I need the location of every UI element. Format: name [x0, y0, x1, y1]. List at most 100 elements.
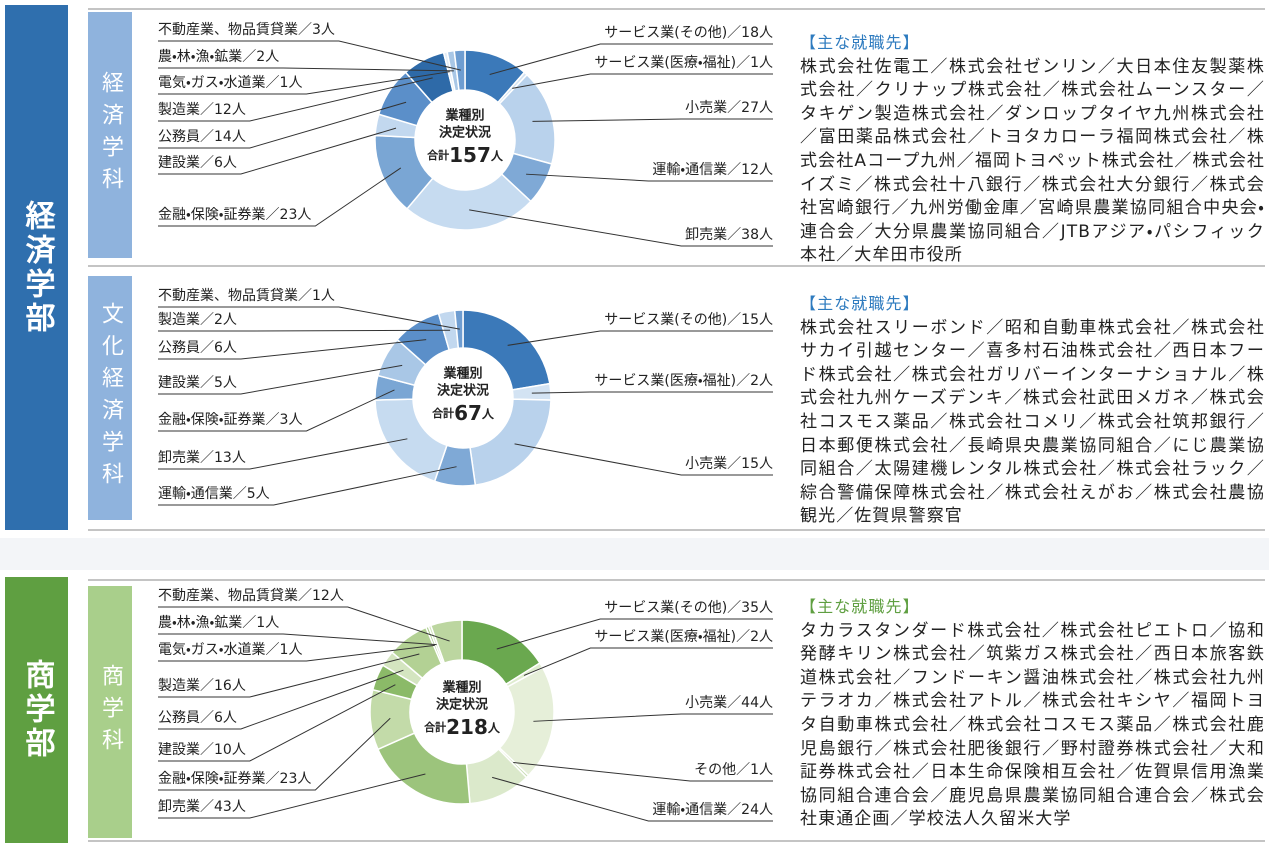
total-unit: 人	[487, 721, 501, 735]
segment-label: 金融・保険・証券業／23人	[158, 771, 311, 787]
center-total: 合計157人	[426, 143, 504, 167]
leader-line	[158, 717, 391, 791]
segment-label: サービス業(医療・福祉)／2人	[594, 372, 773, 389]
segment-value-label: ／24人	[727, 802, 773, 818]
segment-value-label: ／1人	[736, 762, 773, 778]
segment-name: 不動産業、物品賃貸業	[158, 288, 298, 304]
employers: 【主な就職先】 タカラスタンダード株式会社／株式会社ピエトロ／協和発酵キリン株式…	[800, 595, 1265, 832]
segment-name: 農・林・漁・鉱業	[158, 615, 242, 631]
segment-value-label: ／12人	[298, 588, 344, 604]
segment-value-label: ／14人	[200, 129, 246, 145]
leader-line	[158, 71, 450, 95]
segment-name: 製造業	[158, 102, 200, 118]
segment-label: 農・林・漁・鉱業／2人	[158, 49, 279, 65]
leader-line	[158, 101, 407, 149]
segment-name: 製造業	[158, 678, 200, 694]
segment-value-label: ／44人	[727, 695, 773, 711]
leader-line	[158, 77, 433, 122]
leader-line	[492, 776, 773, 822]
segment-label: 小売業／44人	[685, 695, 773, 711]
segment-value-label: ／16人	[200, 678, 246, 694]
segment-label: サービス業(その他)／35人	[604, 600, 773, 616]
employers-heading: 【主な就職先】	[800, 33, 920, 52]
total-unit: 人	[490, 149, 504, 163]
segment-value-label: ／2人	[736, 373, 773, 389]
segment-label: その他／1人	[694, 762, 773, 778]
segment-name: 金融・保険・証券業	[158, 412, 266, 428]
segment-label: 建設業／5人	[158, 375, 237, 391]
segment-label: 卸売業／43人	[158, 799, 246, 815]
leader-line	[158, 669, 404, 730]
segment-value-label: ／15人	[727, 312, 773, 328]
segment-value-label: ／1人	[736, 55, 773, 71]
total-value: 218	[446, 715, 488, 739]
leader-line	[496, 618, 773, 650]
segment-label: サービス業(医療・福祉)／1人	[594, 54, 773, 71]
segment-name: 建設業	[158, 155, 200, 171]
segment-value-label: ／13人	[200, 450, 246, 466]
total-prefix: 合計	[423, 720, 446, 734]
segment-label: 運輸・通信業／24人	[652, 802, 773, 818]
segment-name: 建設業	[158, 375, 200, 391]
segment-name: 製造業	[158, 312, 200, 328]
segment-label: 製造業／2人	[158, 312, 237, 328]
segment-name: その他	[694, 762, 736, 778]
segment-name: サービス業(医療・福祉)	[594, 628, 736, 645]
segment-label: サービス業(その他)／18人	[604, 25, 773, 41]
employers-text: タカラスタンダード株式会社／株式会社ピエトロ／協和発酵キリン株式会社／筑紫ガス株…	[800, 620, 1265, 830]
segment-label: 小売業／27人	[685, 100, 773, 116]
leader-line	[158, 339, 427, 360]
segment-label: 公務員／6人	[158, 710, 237, 726]
department-label: 商学科	[88, 586, 132, 838]
segment-name: 卸売業	[158, 450, 200, 466]
segment-value-label: ／10人	[200, 742, 246, 758]
employers-heading: 【主な就職先】	[800, 294, 920, 313]
leader-line	[158, 329, 451, 332]
leader-line	[158, 466, 457, 506]
segment-name: 建設業	[158, 742, 200, 758]
segment-name: 卸売業	[158, 799, 200, 815]
segment-label: 建設業／10人	[158, 742, 246, 758]
segment-value-label: ／1人	[266, 642, 303, 658]
segment-label: 小売業／15人	[685, 456, 773, 472]
segment-label: 卸売業／38人	[685, 227, 773, 243]
leader-line	[158, 389, 395, 432]
leader-line	[533, 713, 773, 722]
donut-hole	[414, 349, 512, 447]
segment-label: 金融・保険・証券業／3人	[158, 412, 302, 428]
leader-line	[158, 606, 450, 642]
leader-line	[158, 644, 435, 662]
leader-line	[512, 73, 773, 89]
segment-value-label: ／35人	[727, 600, 773, 616]
employers-heading: 【主な就職先】	[800, 597, 920, 616]
total-prefix: 合計	[431, 406, 454, 420]
segment-name: 金融・保険・証券業	[158, 771, 266, 787]
segment-name: 運輸・通信業	[158, 486, 233, 502]
segment-value-label: ／23人	[266, 207, 312, 223]
segment-label: 建設業／6人	[158, 155, 237, 171]
center-title: 業種別	[442, 366, 482, 382]
segment-label: 卸売業／13人	[158, 450, 246, 466]
segment-value-label: ／2人	[242, 49, 279, 65]
segment-label: 電気・ガス・水道業／1人	[158, 75, 302, 91]
segment-value-label: ／5人	[200, 375, 237, 391]
segment-name: 不動産業、物品賃貸業	[158, 22, 298, 38]
leader-line	[158, 306, 460, 330]
segment-name: 小売業	[685, 100, 727, 116]
center-title: 決定状況	[439, 125, 491, 141]
segment-value-label: ／18人	[727, 25, 773, 41]
faculty-label: 商学部	[5, 577, 68, 843]
donut-segment	[429, 619, 463, 665]
center-title: 決定状況	[437, 383, 489, 399]
segment-value-label: ／2人	[736, 629, 773, 645]
center-title: 決定状況	[436, 697, 488, 713]
leader-line	[469, 209, 773, 247]
segment-value-label: ／27人	[727, 100, 773, 116]
total-value: 157	[449, 143, 491, 167]
leader-line	[158, 364, 403, 395]
leader-line	[513, 762, 773, 782]
segment-name: サービス業(医療・福祉)	[594, 372, 736, 389]
segment-value-label: ／12人	[727, 162, 773, 178]
